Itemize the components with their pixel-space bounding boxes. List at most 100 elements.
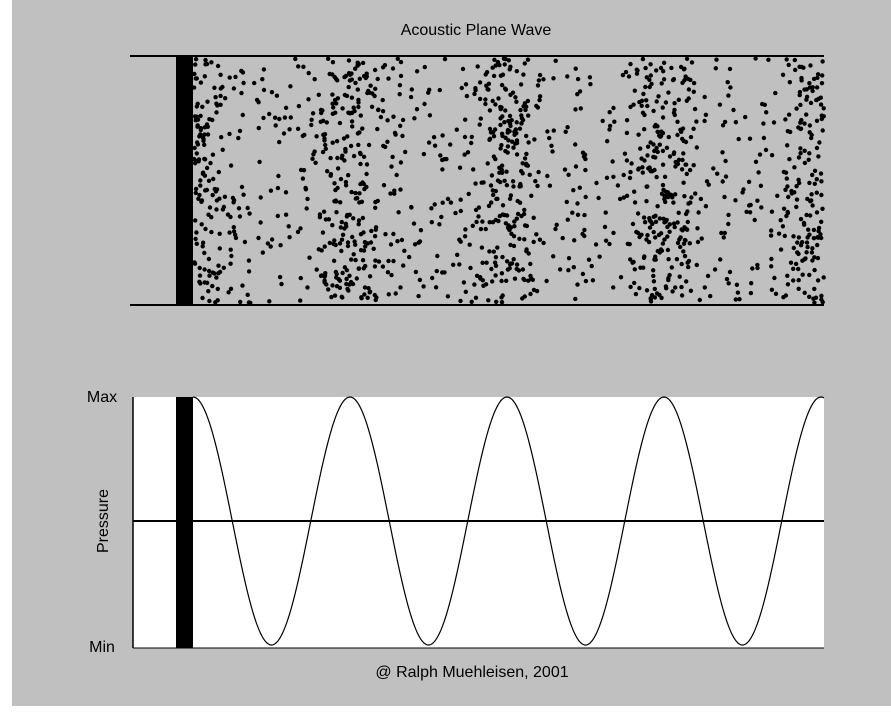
particle [575,282,580,287]
particle [655,129,660,134]
particle [814,190,819,195]
particle [382,62,388,68]
particle [794,106,799,111]
particle [422,64,427,70]
particle [198,113,203,119]
particle [391,114,396,119]
particle [704,179,710,184]
particle [485,87,490,92]
particle [465,150,471,155]
particle [665,247,671,253]
particle [504,169,509,174]
particle [819,293,824,298]
particle [526,140,531,145]
particle [351,105,356,110]
particle [433,285,439,290]
particle [814,177,819,182]
particle [400,133,405,139]
particle [726,212,731,218]
particle [248,300,253,305]
particle [458,197,463,202]
particle [421,284,426,289]
particle [326,287,331,292]
particle [651,229,656,235]
particle [325,56,331,61]
particle [506,58,511,63]
particle [467,242,472,247]
particle [628,169,633,175]
particle [783,187,788,192]
particle [714,57,719,62]
particle [659,81,664,86]
particle [722,230,727,236]
particle [361,154,367,159]
particle [334,199,339,204]
particle [222,194,228,199]
particle [667,154,673,159]
particle [651,142,656,147]
particle [717,102,723,107]
particle [650,221,655,227]
particle [499,278,504,284]
particle [785,143,790,148]
particle [551,254,556,259]
particle [706,182,711,187]
particle [397,83,403,88]
particle [473,181,478,186]
particle [223,96,228,101]
particle [192,71,197,77]
particle [342,158,347,163]
particle [440,200,445,205]
particle [494,196,499,202]
particle [376,259,382,264]
particle [794,184,799,189]
particle [722,119,728,125]
particle [385,139,390,144]
particle [483,101,488,107]
particle [261,87,267,93]
particle [816,235,821,240]
particle [652,286,657,292]
particle [442,157,447,162]
particle [796,155,802,160]
particle [514,262,520,267]
particle [389,272,394,278]
particle [819,179,824,184]
particle [321,132,326,137]
particle [396,210,401,215]
particle [335,155,340,161]
particle [340,270,345,276]
particle [236,206,242,211]
particle [463,117,468,122]
particle [654,99,659,104]
particle [624,118,630,123]
particle [522,294,527,299]
particle [375,107,381,113]
particle [267,111,272,117]
particle [498,116,503,121]
particle [820,59,825,64]
particle [687,167,693,173]
particle [746,203,752,208]
particle [317,215,323,220]
particle [810,258,815,263]
particle [785,273,790,278]
particle [541,77,546,82]
particle [725,80,730,85]
particle [487,249,492,254]
particle [205,99,210,104]
particle [651,268,656,273]
particle [578,106,583,111]
particle [811,227,817,233]
particle [337,120,343,126]
particle [498,146,503,151]
particle [209,215,214,220]
particle [504,183,510,188]
particle [689,60,695,65]
particle [193,190,198,196]
particle [759,205,764,210]
particle [310,111,316,116]
particle [780,72,786,78]
particle [275,185,281,191]
